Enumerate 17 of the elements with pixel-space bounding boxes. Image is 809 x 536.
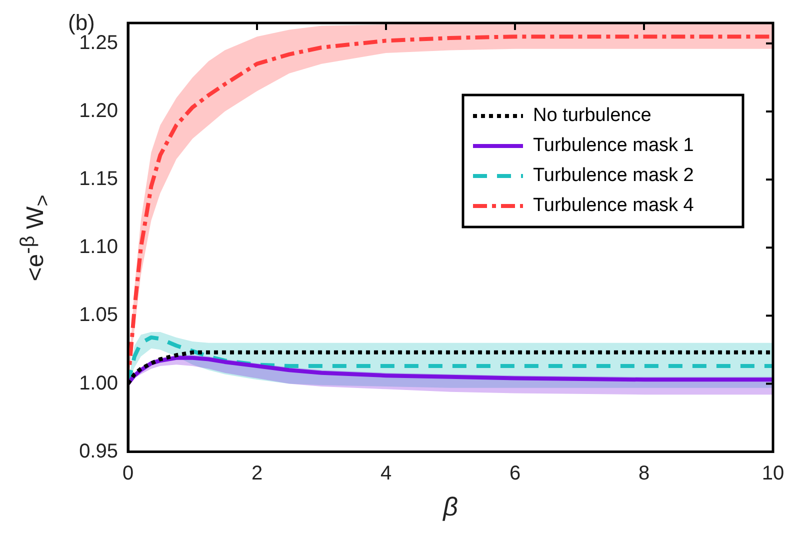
- y-tick-label: 1.20: [79, 100, 118, 122]
- y-tick-label: 1.00: [79, 372, 118, 394]
- x-tick-label: 0: [122, 462, 134, 484]
- x-tick-label: 6: [509, 462, 521, 484]
- x-tick-label: 8: [638, 462, 650, 484]
- y-tick-label: 0.95: [79, 440, 118, 462]
- x-axis-title: β: [442, 492, 458, 522]
- legend-label: Turbulence mask 4: [533, 195, 694, 216]
- y-tick-label: 1.05: [79, 304, 118, 326]
- x-tick-label: 2: [251, 462, 263, 484]
- y-tick-label: 1.15: [79, 168, 118, 190]
- x-tick-label: 10: [762, 462, 784, 484]
- legend-label: No turbulence: [533, 105, 652, 126]
- x-tick-label: 4: [380, 462, 392, 484]
- legend-label: Turbulence mask 1: [533, 135, 694, 156]
- legend-label: Turbulence mask 2: [533, 165, 694, 186]
- y-tick-label: 1.10: [79, 236, 118, 258]
